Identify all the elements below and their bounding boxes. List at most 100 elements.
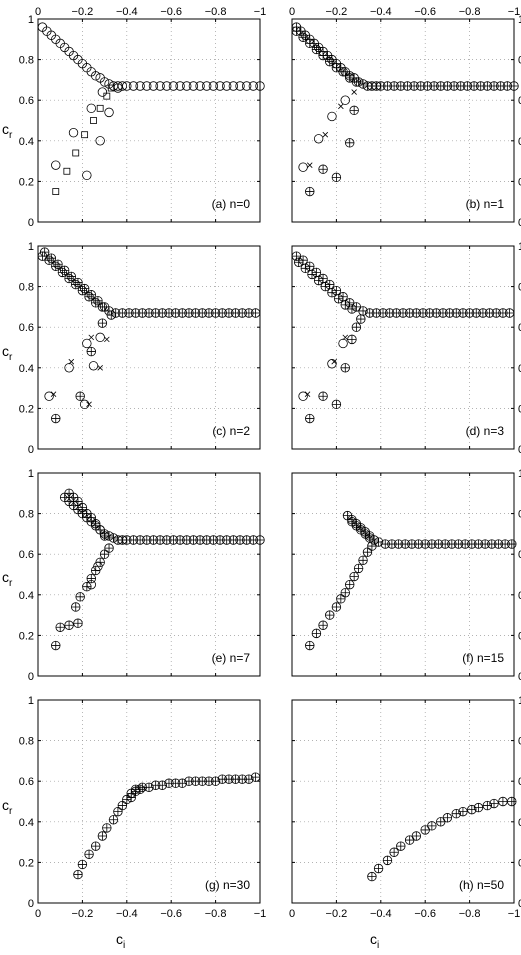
data-point-circle — [208, 81, 219, 91]
x-tick-label: 0 — [35, 6, 41, 18]
x-tick-label: −0.4 — [116, 908, 138, 920]
data-point-circle-plus — [331, 172, 342, 183]
y-tick-label: 0 — [28, 671, 34, 683]
data-point-circle-plus — [331, 63, 342, 73]
y-tick-label: 0.6 — [518, 776, 521, 788]
data-point-circle-plus — [489, 798, 499, 809]
data-point-circle — [255, 81, 265, 91]
data-point-circle-plus — [77, 285, 88, 296]
data-point-circle-plus — [367, 871, 377, 882]
y-tick-label: 0 — [28, 217, 34, 229]
y-tick-label: 1 — [28, 14, 34, 26]
data-point-circle-plus — [86, 512, 96, 523]
data-point-circle-plus — [345, 73, 355, 83]
panel-3: 0 0.2 0.4 0.6 0.8 1 (d) n=3 — [291, 241, 521, 456]
data-point-circle-plus — [338, 67, 348, 77]
data-point-cross — [68, 358, 75, 365]
data-point-circle — [298, 391, 308, 401]
data-point-circle-plus — [64, 273, 74, 284]
data-point-circle-plus — [250, 772, 261, 782]
panel-6: 0 −0.2 −0.4 −0.6 −0.8 −1 0 0.2 0.4 0.6 0.8 1 (g) n=3… — [19, 695, 267, 920]
panel-7: 0−0.2−0.4−0.6−0.8−100.20.40.60.81(h) n=5… — [289, 695, 521, 920]
data-point-circle — [195, 81, 205, 91]
data-point-circle-plus — [73, 496, 83, 507]
data-point-circle-plus — [345, 579, 355, 590]
x-tick-label: −0.6 — [414, 908, 436, 920]
data-point-circle-plus — [382, 855, 393, 866]
data-point-cross — [97, 365, 103, 371]
data-point-circle-plus — [39, 247, 50, 257]
data-point-circle-plus — [340, 300, 350, 310]
data-point-circle-plus — [75, 391, 85, 401]
y-tick-label: 0.4 — [518, 817, 521, 829]
data-point-circle — [44, 391, 54, 401]
y-tick-label: 0.2 — [518, 176, 521, 188]
data-point-circle — [104, 79, 114, 89]
panel-frame — [291, 699, 515, 904]
data-point-circle-plus — [318, 391, 328, 401]
data-point-circle-plus — [365, 533, 375, 543]
data-point-circle — [86, 579, 96, 590]
y-tick-label: 1 — [518, 695, 521, 707]
data-point-circle-plus — [79, 283, 90, 294]
data-point-circle-plus — [71, 602, 81, 612]
data-point-cross — [342, 334, 349, 341]
data-point-circle-plus — [362, 547, 373, 557]
data-point-circle-plus — [311, 44, 322, 55]
x-tick-label: −1 — [254, 6, 267, 18]
y-tick-label: 0.6 — [518, 549, 521, 561]
data-point-circle-plus — [473, 802, 484, 813]
panel-frame — [37, 699, 261, 904]
panel-frame — [291, 245, 515, 450]
panels: 0 −0.2 −0.4 −0.6 −0.8 −100.20.40.60.81(a) n=0… — [19, 6, 521, 920]
data-point-circle-plus — [99, 531, 110, 541]
data-point-cross — [338, 103, 344, 110]
data-point-circle — [248, 81, 259, 91]
data-point-circle — [298, 162, 308, 172]
data-point-circle-plus — [135, 784, 145, 795]
data-point-circle-plus — [44, 255, 54, 265]
y-axis-label-row4: cr — [2, 797, 13, 817]
panel-1: 0 −0.2 −0.4 −0.6 −0.8 −1 0 0.2 0.4 0.6 0.8 1 (b) n=1 — [289, 6, 521, 229]
y-tick-label: 0.6 — [19, 95, 34, 107]
data-point-circle-plus — [300, 263, 311, 274]
data-point-circle-plus — [73, 869, 83, 880]
x-tick-label: −0.6 — [160, 6, 182, 18]
data-point-circle-plus — [318, 620, 328, 630]
y-tick-label: 0.4 — [518, 590, 521, 602]
y-tick-label: 0.6 — [19, 322, 34, 334]
data-point-circle — [168, 81, 179, 91]
data-point-circle-plus — [331, 399, 342, 410]
data-point-circle-plus — [498, 796, 508, 807]
panel-label: (e) n=7 — [212, 651, 251, 665]
data-point-circle-plus — [255, 535, 265, 545]
data-point-circle-plus — [347, 304, 357, 314]
data-point-circle-plus — [126, 792, 136, 803]
data-point-square — [63, 167, 71, 175]
data-point-circle-plus — [327, 287, 337, 298]
data-point-circle-plus — [73, 618, 83, 628]
data-point-circle — [338, 338, 348, 349]
data-point-circle-plus — [99, 302, 110, 312]
x-tick-label: −1 — [508, 908, 521, 920]
y-tick-label: 0 — [518, 898, 521, 910]
data-point-circle — [91, 71, 101, 81]
data-point-circle-plus — [93, 296, 103, 306]
data-point-circle-plus — [91, 841, 101, 851]
x-tick-label: −0.8 — [205, 6, 227, 18]
y-tick-label: 0.2 — [518, 403, 521, 415]
data-point-square — [52, 188, 60, 195]
data-point-circle-plus — [356, 314, 366, 324]
data-point-square — [90, 117, 97, 124]
data-point-circle-plus — [353, 563, 364, 574]
data-point-circle — [86, 103, 96, 114]
data-point-circle-plus — [86, 290, 96, 300]
data-point-cross — [322, 131, 329, 138]
data-point-circle-plus — [117, 800, 128, 811]
x-tick-label: −0.4 — [370, 908, 392, 920]
y-tick-label: 0.8 — [518, 736, 521, 748]
y-tick-label: 0.8 — [19, 736, 34, 748]
y-tick-label: 1 — [28, 695, 34, 707]
y-tick-label: 0.6 — [19, 776, 34, 788]
y-tick-label: 0.4 — [19, 363, 34, 375]
